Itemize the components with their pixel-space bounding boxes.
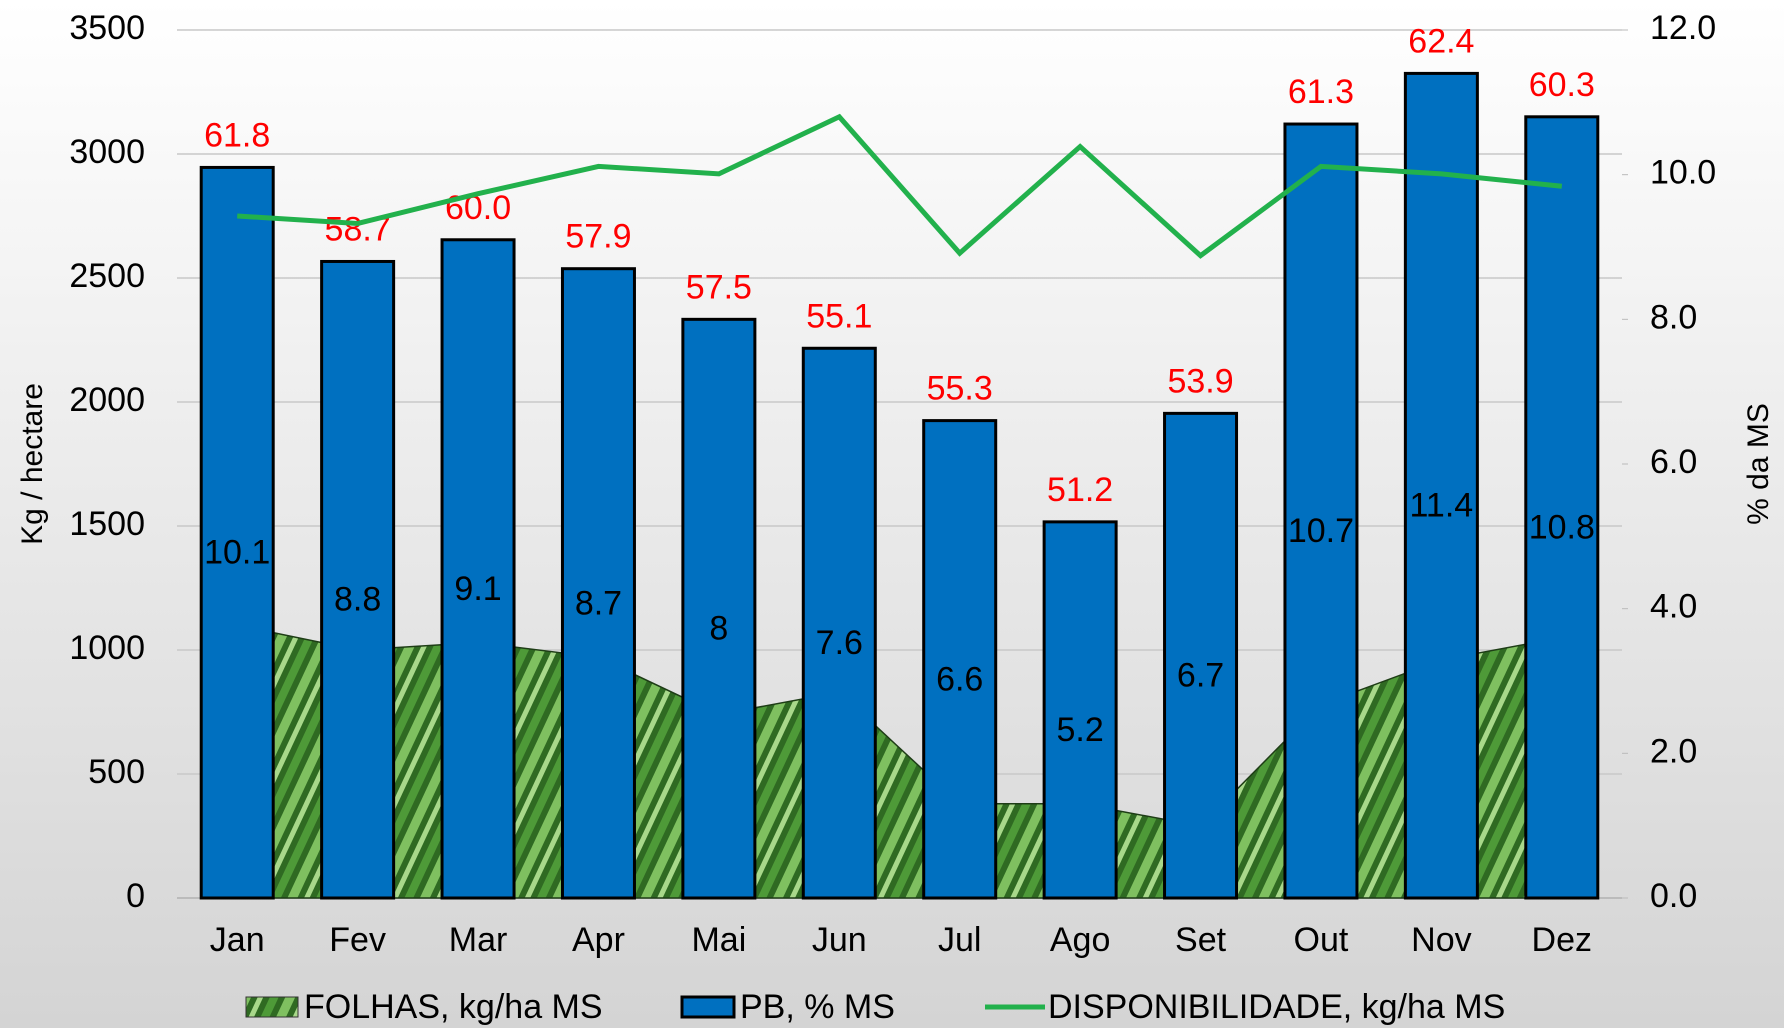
y2-tick-label: 6.0 (1650, 443, 1697, 481)
x-tick-label: Dez (1532, 921, 1592, 959)
y2-tick-label: 8.0 (1650, 298, 1697, 336)
x-tick-label: Mar (449, 921, 508, 959)
x-tick-label: Jun (812, 921, 867, 959)
x-tick-label: Jan (210, 921, 265, 959)
legend-label: DISPONIBILIDADE, kg/ha MS (1048, 988, 1505, 1026)
bar (922, 419, 998, 900)
top-label: 53.9 (1167, 362, 1233, 400)
data-label: 9.1 (454, 570, 501, 608)
y2-tick-label: 4.0 (1650, 588, 1697, 626)
top-label: 60.3 (1529, 66, 1595, 104)
top-label: 57.9 (565, 218, 631, 256)
y-tick-label: 1000 (69, 629, 145, 667)
legend-swatch (680, 995, 736, 1019)
bar (1283, 122, 1359, 900)
data-label: 6.7 (1177, 657, 1224, 695)
legend-label: PB, % MS (740, 988, 895, 1026)
bar (440, 238, 516, 900)
x-tick-label: Out (1294, 921, 1349, 959)
data-label: 8.7 (575, 584, 622, 622)
y-tick-label: 1500 (69, 505, 145, 543)
x-tick-label: Fev (329, 921, 386, 959)
data-label: 5.2 (1056, 711, 1103, 749)
y2-tick-label: 12.0 (1650, 9, 1716, 47)
data-label: 10.7 (1288, 512, 1354, 550)
y2-axis-label: % da MS (1742, 403, 1775, 525)
y-tick-label: 2500 (69, 257, 145, 295)
line (237, 113, 1563, 259)
bar (1524, 115, 1600, 900)
y-tick-label: 3500 (69, 9, 145, 47)
y-tick-label: 0 (126, 877, 145, 915)
y2-tick-label: 10.0 (1650, 154, 1716, 192)
x-tick-label: Apr (572, 921, 625, 959)
bar (560, 267, 636, 900)
bar (320, 259, 396, 900)
bar (1163, 411, 1239, 900)
bar (1403, 71, 1479, 900)
data-label: 8 (709, 610, 728, 648)
x-tick-label: Mai (691, 921, 746, 959)
data-label: 7.6 (816, 624, 863, 662)
top-label: 55.1 (806, 297, 872, 335)
x-tick-label: Jul (938, 921, 981, 959)
data-label: 11.4 (1410, 487, 1474, 525)
top-label: 55.3 (927, 370, 993, 408)
bar (1042, 520, 1118, 900)
y-axis-label: Kg / hectare (16, 383, 49, 545)
y2-tick-label: 2.0 (1650, 732, 1697, 770)
data-label: 10.8 (1529, 508, 1595, 546)
legend-label: FOLHAS, kg/ha MS (304, 988, 603, 1026)
x-tick-label: Ago (1050, 921, 1111, 959)
top-label: 51.2 (1047, 471, 1113, 509)
top-label: 61.3 (1288, 73, 1354, 111)
bar (801, 346, 877, 900)
y-tick-label: 2000 (69, 381, 145, 419)
y2-tick-label: 0.0 (1650, 877, 1697, 915)
y-tick-label: 3000 (69, 133, 145, 171)
top-label: 62.4 (1408, 22, 1474, 60)
data-label: 8.8 (334, 581, 381, 619)
bar (199, 165, 275, 900)
top-label: 57.5 (686, 268, 752, 306)
x-tick-label: Set (1175, 921, 1227, 959)
top-label: 61.8 (204, 116, 270, 154)
data-label: 10.1 (204, 534, 270, 572)
data-label: 6.6 (936, 660, 983, 698)
y-tick-label: 500 (88, 753, 145, 791)
x-tick-label: Nov (1411, 921, 1471, 959)
bar (681, 317, 757, 900)
legend-swatch (245, 996, 299, 1018)
